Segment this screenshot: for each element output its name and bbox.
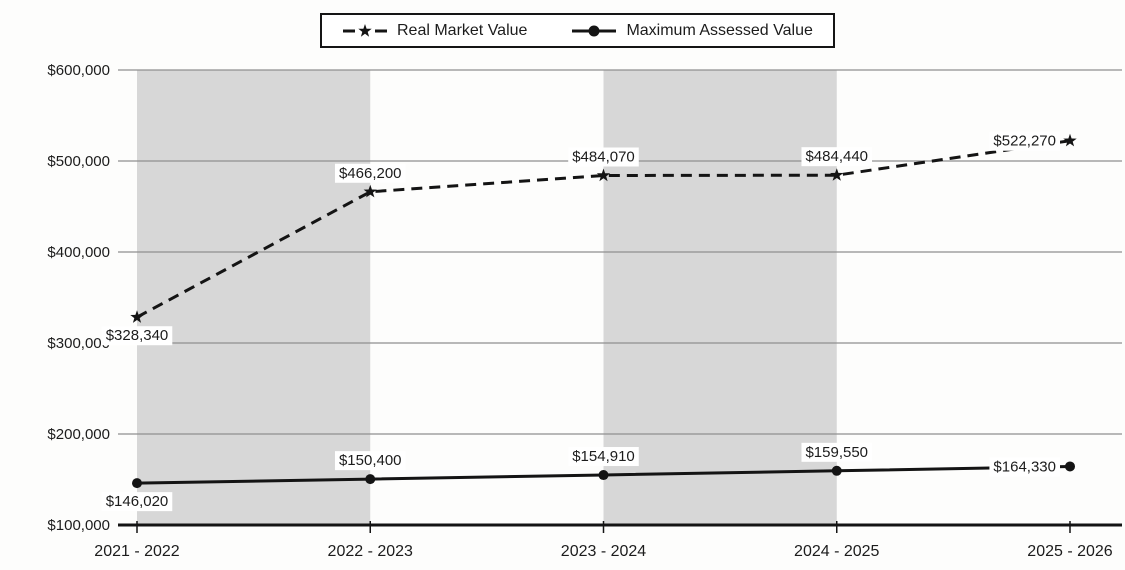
marker-star — [830, 168, 844, 181]
legend-item-real-market-value: Real Market Value — [342, 22, 527, 40]
legend-label-maximum-assessed-value: Maximum Assessed Value — [626, 21, 813, 39]
x-tick-label: 2023 - 2024 — [561, 543, 647, 560]
marker-star — [130, 310, 144, 323]
marker-circle — [365, 474, 376, 485]
data-label-background — [334, 451, 406, 471]
y-tick-label: $300,000 — [47, 335, 110, 352]
x-tick-label: 2022 - 2023 — [328, 543, 414, 560]
data-label: $484,070 — [572, 148, 635, 165]
data-label: $154,910 — [572, 448, 635, 465]
data-label: $159,550 — [805, 444, 868, 461]
data-label: $328,340 — [106, 327, 169, 344]
data-label-background — [801, 147, 873, 167]
shaded-band — [603, 70, 837, 525]
y-tick-label: $600,000 — [47, 62, 110, 79]
marker-star — [596, 168, 611, 182]
data-label-background — [568, 447, 639, 467]
data-label: $150,400 — [339, 452, 402, 469]
y-tick-label: $500,000 — [47, 153, 110, 170]
data-label-background — [801, 442, 873, 462]
data-label: $146,020 — [106, 493, 169, 510]
y-tick-label: $200,000 — [47, 426, 110, 443]
marker-star — [363, 184, 377, 198]
x-tick-label: 2024 - 2025 — [794, 543, 880, 560]
solid-circle-line-icon — [572, 25, 617, 36]
marker-circle — [1065, 461, 1075, 472]
marker-star — [1063, 133, 1077, 147]
legend-item-maximum-assessed-value: Maximum Assessed Value — [571, 21, 813, 40]
x-tick-label: 2021 - 2022 — [94, 543, 180, 560]
legend: Real Market Value Maximum Assessed Value — [320, 13, 835, 48]
data-label: $484,440 — [805, 148, 868, 165]
data-label-background — [989, 457, 1060, 477]
data-label-background — [334, 163, 406, 183]
data-label-background — [101, 326, 173, 346]
dashed-star-line-icon — [343, 23, 387, 37]
series-line-real-market-value — [136, 139, 1071, 319]
data-label-background — [568, 147, 639, 167]
data-label-background — [989, 131, 1060, 151]
x-tick-label: 2025 - 2026 — [1027, 543, 1113, 560]
data-label: $466,200 — [339, 165, 402, 182]
marker-circle — [598, 470, 609, 481]
y-tick-label: $400,000 — [47, 244, 110, 261]
marker-circle — [831, 465, 842, 476]
data-label: $522,270 — [993, 133, 1056, 150]
data-label: $164,330 — [993, 458, 1056, 475]
marker-circle — [132, 478, 142, 489]
y-tick-label: $100,000 — [47, 517, 110, 534]
legend-label-real-market-value: Real Market Value — [397, 21, 528, 39]
data-label-background — [101, 492, 173, 512]
